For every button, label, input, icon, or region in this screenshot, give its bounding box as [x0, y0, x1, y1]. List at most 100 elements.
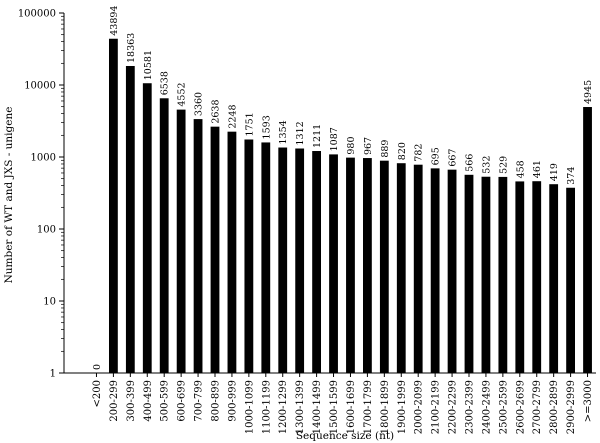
bar	[447, 169, 457, 373]
x-tick-label: 1200-1299	[278, 380, 289, 434]
bar	[532, 181, 542, 373]
x-tick-label: 1000-1099	[244, 380, 255, 434]
y-tick-label: 10	[43, 297, 56, 308]
y-axis: 1 10 100 1000 10000 100000	[18, 9, 65, 380]
bar-value-label: 1087	[329, 127, 340, 151]
bar	[583, 107, 592, 374]
y-tick-label: 100000	[18, 9, 56, 20]
bar-value-label: 695	[431, 147, 442, 165]
x-tick-label: 2100-2199	[431, 380, 442, 434]
bar-value-label: 18363	[126, 33, 137, 63]
bar	[498, 176, 508, 373]
x-tick-label: >=3000	[583, 380, 594, 422]
bar	[515, 181, 525, 373]
bar	[210, 126, 220, 373]
bar-value-label: 461	[532, 160, 543, 178]
x-tick-label: 900-999	[227, 380, 238, 422]
y-tick-label: 1	[50, 369, 56, 380]
x-tick-label: 800-899	[211, 380, 222, 422]
bar-value-label: 667	[448, 149, 459, 167]
bar	[413, 164, 423, 373]
x-tick-label: 1400-1499	[312, 380, 323, 434]
x-tick-label: 200-299	[109, 380, 120, 422]
x-tick-label: 400-499	[143, 380, 154, 422]
x-tick-label: 2300-2399	[465, 380, 476, 434]
bar-value-label: 566	[465, 154, 476, 172]
bar-value-label: 1354	[278, 120, 289, 144]
bar-value-label: 458	[515, 160, 526, 178]
bar-value-label: 1312	[295, 121, 306, 145]
bar-value-label: 6538	[160, 71, 171, 95]
x-tick-label: 700-799	[194, 380, 205, 422]
x-tick-label: 1500-1599	[329, 380, 340, 434]
x-tick-label: 2800-2899	[549, 380, 560, 434]
x-tick-label: 1300-1399	[295, 380, 306, 434]
bar	[244, 139, 254, 373]
x-tick-label: 500-599	[160, 380, 171, 422]
x-tick-label: 300-399	[126, 380, 137, 422]
x-tick-label: 2000-2099	[414, 380, 425, 434]
bar	[227, 131, 237, 373]
x-tick-label: 2700-2799	[532, 380, 543, 434]
bars: 0 43894 18363 10581 6538 4552 3360 2638 2248 1751…	[92, 6, 594, 374]
bar	[159, 98, 169, 373]
bar	[261, 142, 271, 373]
bar-value-label: 967	[363, 137, 374, 155]
bar-value-label: 980	[346, 136, 357, 154]
x-tick-label: 2400-2499	[481, 380, 492, 434]
bar-value-label: 419	[549, 163, 560, 181]
x-tick-label: 2200-2299	[448, 380, 459, 434]
bar	[108, 38, 118, 374]
bar-value-label: 2248	[227, 104, 238, 128]
bar	[176, 109, 186, 373]
bar	[346, 157, 355, 373]
bar	[396, 163, 406, 373]
x-tick-label: 2900-2999	[566, 380, 577, 434]
x-tick-label: 2500-2599	[498, 380, 509, 434]
bar	[193, 119, 203, 373]
bar-value-label: 532	[481, 156, 492, 174]
bar	[362, 158, 372, 373]
bar-value-label: 820	[397, 142, 408, 160]
bar-value-label: 3360	[194, 92, 205, 116]
bar-value-label: 1593	[261, 115, 272, 139]
x-axis: <200 200-299 300-399 400-499 500-599 600-699 7…	[64, 372, 596, 434]
y-axis-title: Number of WT and JXS - unigene	[3, 107, 15, 284]
bar	[379, 160, 389, 373]
bar	[329, 154, 338, 373]
bar-value-label: 1751	[244, 112, 255, 136]
bar	[481, 176, 491, 373]
x-tick-label: 1600-1699	[346, 380, 357, 434]
x-tick-label: 1100-1199	[261, 380, 272, 434]
bar	[125, 65, 135, 373]
bar-value-label: 10581	[143, 50, 154, 80]
bar-value-label: 782	[414, 144, 425, 162]
bar-value-label: 1211	[312, 124, 323, 148]
y-tick-label: 1000	[31, 153, 56, 164]
x-axis-title: Sequence size (nt)	[296, 430, 394, 442]
x-tick-label: 1900-1999	[397, 380, 408, 434]
x-tick-label: <200	[92, 380, 103, 407]
bar	[464, 174, 474, 373]
bar-value-label: 4945	[583, 80, 594, 104]
bar	[295, 148, 305, 373]
x-tick-label: 1800-1899	[380, 380, 391, 434]
bar-value-label: 0	[92, 364, 103, 370]
bar-value-label: 889	[380, 140, 391, 158]
x-tick-label: 2600-2699	[515, 380, 526, 434]
bar-value-label: 529	[498, 156, 509, 174]
y-tick-label: 10000	[24, 81, 56, 92]
bar	[549, 184, 559, 373]
bar	[566, 187, 576, 373]
bar-value-label: 4552	[177, 82, 188, 106]
x-tick-label: 1700-1799	[363, 380, 374, 434]
bar	[312, 151, 322, 373]
bar-value-label: 374	[566, 167, 577, 185]
x-tick-label: 600-699	[177, 380, 188, 422]
bar	[142, 83, 152, 374]
bar-value-label: 2638	[211, 99, 222, 123]
bar-value-label: 43894	[109, 6, 120, 36]
bar	[430, 168, 440, 373]
bar	[278, 147, 288, 373]
